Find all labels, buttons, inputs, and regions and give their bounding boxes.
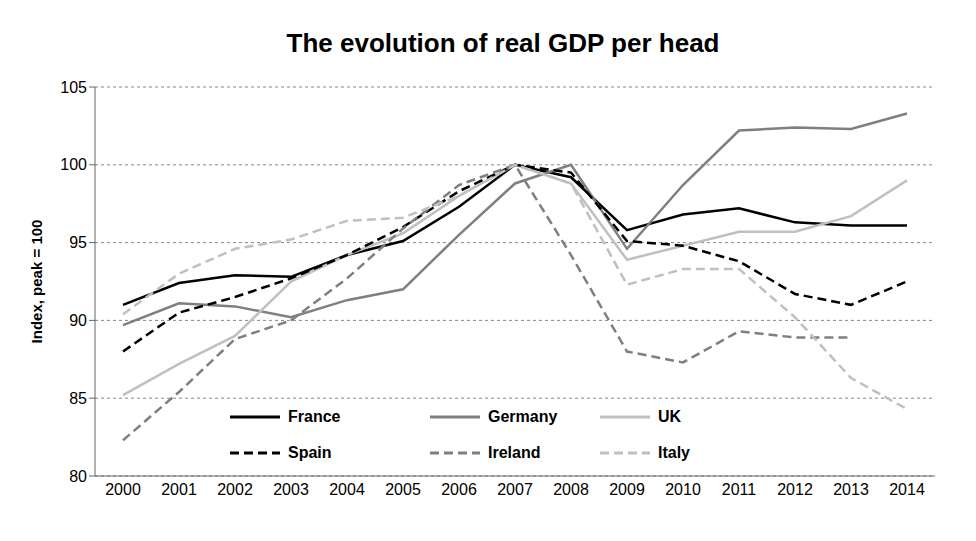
svg-text:Index, peak = 100: Index, peak = 100 [28,220,45,344]
svg-text:2006: 2006 [441,481,477,498]
svg-text:2007: 2007 [497,481,533,498]
svg-text:105: 105 [60,79,87,96]
html-text:France: France [288,408,341,425]
svg-text:2012: 2012 [777,481,813,498]
svg-text:2001: 2001 [161,481,197,498]
svg-text:2005: 2005 [385,481,421,498]
svg-text:2011: 2011 [722,481,757,498]
svg-text:2014: 2014 [889,481,925,498]
svg-text:2002: 2002 [217,481,253,498]
svg-text:2008: 2008 [553,481,589,498]
html-text:Ireland: Ireland [488,444,541,461]
html-text:The evolution of real GDP per: The evolution of real GDP per head [286,28,720,58]
html-text:Italy: Italy [658,444,690,461]
svg-text:2004: 2004 [329,481,365,498]
svg-text:2013: 2013 [833,481,869,498]
html-text:Germany: Germany [488,408,558,425]
html-text:UK: UK [658,408,682,425]
svg-text:2000: 2000 [105,481,141,498]
svg-text:90: 90 [69,312,87,329]
svg-text:2003: 2003 [273,481,309,498]
svg-text:85: 85 [69,390,87,407]
svg-text:2010: 2010 [665,481,701,498]
svg-text:2009: 2009 [609,481,645,498]
html-text:Spain: Spain [288,444,332,461]
svg-text:100: 100 [60,156,87,173]
svg-text:80: 80 [69,468,87,485]
svg-text:95: 95 [69,234,87,251]
